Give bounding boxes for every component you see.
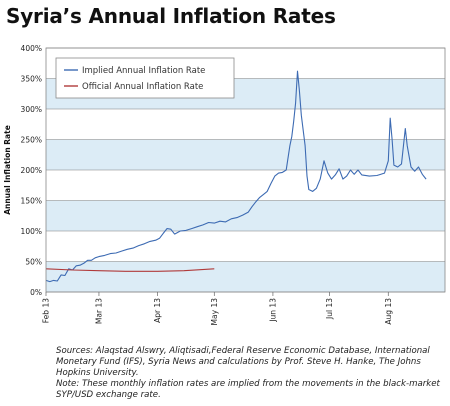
legend: Implied Annual Inflation Rate Official A…	[55, 57, 235, 99]
note-text: Note: These monthly inflation rates are …	[56, 379, 440, 400]
source-note: Sources: Alaqstad Alswry, Aliqtisadi,Fed…	[56, 346, 440, 401]
series-line-1	[45, 268, 215, 272]
y-tick-label: 50%	[25, 258, 42, 267]
x-tick-label: May 13	[210, 298, 219, 326]
band-2	[46, 200, 445, 231]
series-line-0	[45, 70, 427, 283]
inflation-line-chart: 0% 50% 100% 150% 200% 250% 300% 350% 400% Feb 13…	[3, 44, 446, 325]
x-tick-label: Mar 13	[94, 298, 103, 324]
series-lines	[45, 70, 427, 283]
band-0	[46, 261, 445, 292]
y-tick-label: 250%	[21, 136, 42, 145]
y-axis-label: Annual Inflation Rate	[3, 125, 12, 215]
y-tick-label: 400%	[21, 44, 42, 53]
y-tick-label: 350%	[21, 75, 42, 84]
legend-label-official: Official Annual Inflation Rate	[82, 82, 203, 92]
y-tick-label: 150%	[21, 197, 42, 206]
x-tick-label: Aug 13	[384, 298, 393, 325]
band-1	[46, 231, 445, 262]
band-3	[46, 170, 445, 201]
x-tick-label: Jun 13	[268, 298, 277, 323]
x-tick-label: Apr 13	[153, 298, 162, 323]
band-4	[46, 139, 445, 170]
x-axis-ticks: Feb 13 Mar 13 Apr 13 May 13 Jun 13 Jul 13 Aug …	[42, 292, 393, 325]
y-tick-label: 0%	[30, 288, 42, 297]
y-tick-label: 300%	[21, 105, 42, 114]
band-5	[46, 109, 445, 140]
y-tick-label: 200%	[21, 166, 42, 175]
y-axis-ticks: 0% 50% 100% 150% 200% 250% 300% 350% 400%	[21, 44, 42, 297]
x-tick-label: Jul 13	[325, 298, 334, 320]
chart-title: Syria’s Annual Inflation Rates	[6, 4, 336, 28]
legend-box	[55, 57, 235, 99]
sources-text: Sources: Alaqstad Alswry, Aliqtisadi,Fed…	[56, 346, 430, 378]
plot-frame	[45, 47, 446, 293]
legend-label-implied: Implied Annual Inflation Rate	[82, 66, 205, 76]
x-tick-label: Feb 13	[42, 298, 51, 323]
y-tick-label: 100%	[21, 227, 42, 236]
